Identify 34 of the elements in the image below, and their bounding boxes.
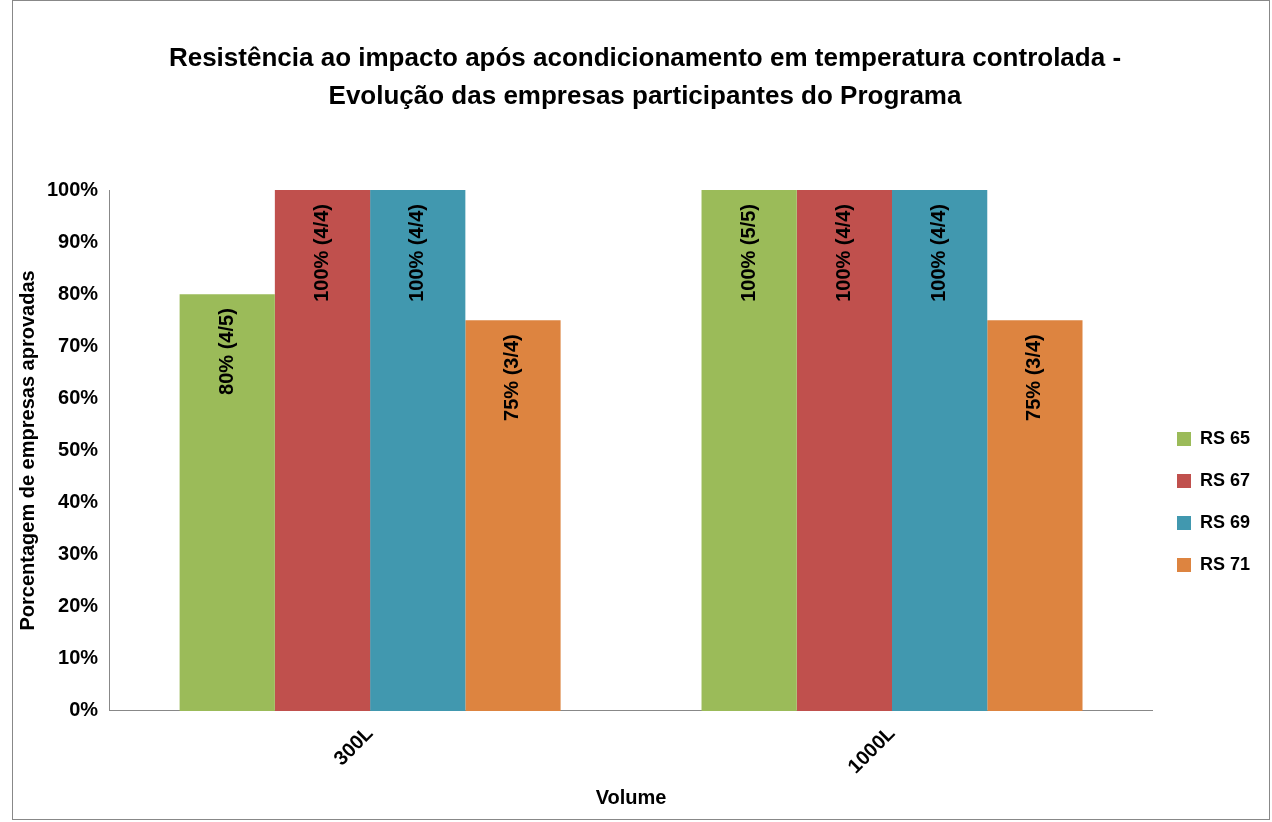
bar — [465, 320, 561, 711]
data-label: 80% (4/5) — [214, 308, 237, 395]
y-axis-title: Porcentagem de empresas aprovadas — [15, 270, 38, 631]
data-label: 100% (4/4) — [310, 204, 332, 302]
bar — [179, 294, 275, 711]
y-tick-label: 20% — [58, 594, 99, 617]
bar — [701, 190, 797, 711]
legend-label: RS 71 — [1199, 553, 1250, 574]
y-tick-label: 70% — [58, 333, 99, 356]
legend-label: RS 69 — [1199, 511, 1250, 532]
bar — [370, 190, 466, 711]
chart-title: Resistência ao impacto após acondicionamento em temperatura controlada - Evolução das empresas participantes do Programa — [167, 41, 1123, 112]
x-axis-title: Volume — [595, 785, 667, 808]
y-tick-label: 100% — [47, 177, 99, 200]
legend-label: RS 65 — [1199, 427, 1250, 448]
data-label: 75% (3/4) — [1022, 334, 1045, 421]
data-label: 75% (3/4) — [500, 334, 523, 421]
legend-label: RS 67 — [1199, 469, 1250, 490]
bar — [796, 190, 893, 711]
y-tick-label: 60% — [58, 385, 99, 408]
data-label: 100% (4/4) — [831, 204, 854, 302]
data-label: 100% (5/5) — [736, 204, 759, 302]
y-tick-label: 10% — [58, 646, 99, 669]
data-label: 100% (4/4) — [927, 204, 950, 302]
y-tick-label: 40% — [58, 490, 99, 513]
y-tick-label: 90% — [58, 229, 99, 252]
y-tick-label: 50% — [58, 437, 99, 460]
bar — [274, 190, 371, 711]
y-tick-label: 80% — [58, 281, 99, 304]
data-label: 100% (4/4) — [405, 204, 428, 302]
bar — [987, 320, 1083, 711]
y-tick-label: 30% — [58, 542, 99, 565]
y-tick-label: 0% — [69, 698, 99, 721]
bar — [892, 190, 988, 711]
